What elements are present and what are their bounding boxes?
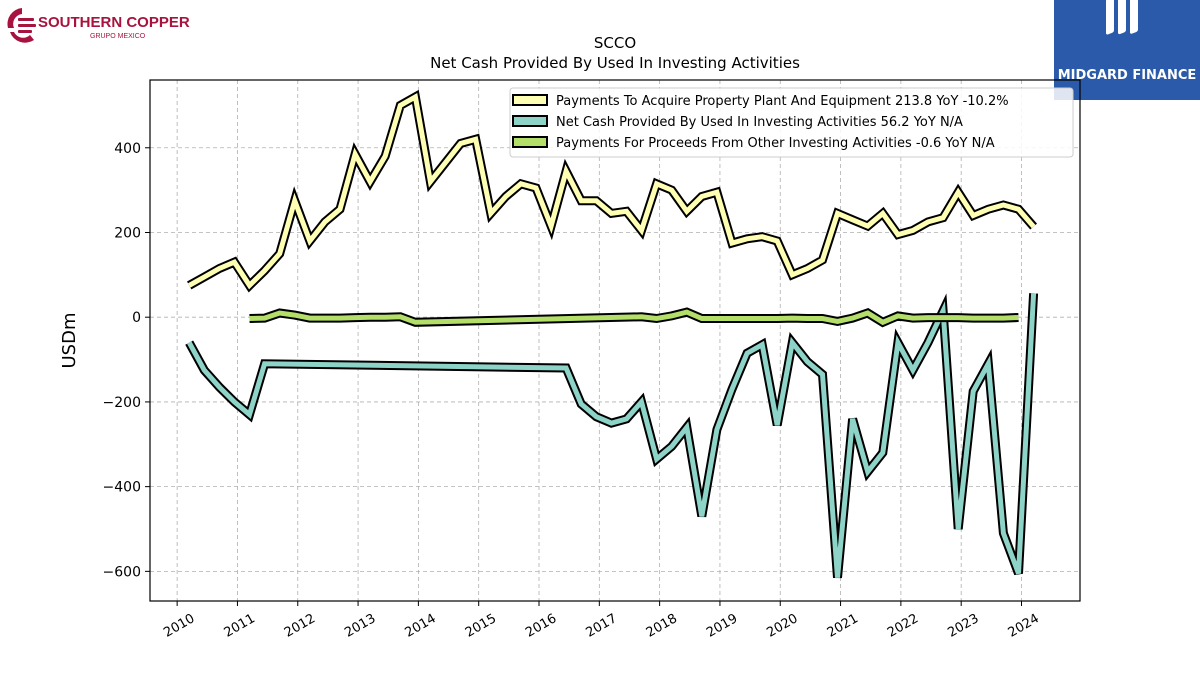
plot-frame xyxy=(149,79,1081,602)
series-2-line xyxy=(187,293,1037,578)
x-tick-label: 2021 xyxy=(825,611,861,641)
series-3 xyxy=(249,307,1019,328)
x-tick-label: 2018 xyxy=(644,611,680,641)
y-tick-label: −200 xyxy=(103,395,141,411)
y-tick-label: −600 xyxy=(103,564,141,580)
legend-item: Payments To Acquire Property Plant And E… xyxy=(512,94,1009,109)
x-tick-label: 2011 xyxy=(222,611,258,641)
series-1-line xyxy=(187,92,1036,290)
southern-copper-logo: SOUTHERN COPPER GRUPO MEXICO xyxy=(4,6,194,46)
x-tick-label: 2015 xyxy=(463,611,499,641)
y-tick-label: 200 xyxy=(114,225,141,241)
legend-swatch xyxy=(512,94,548,106)
series-3-line xyxy=(249,309,1019,326)
legend-item: Payments For Proceeds From Other Investi… xyxy=(512,136,995,151)
x-tick-label: 2024 xyxy=(1006,611,1042,641)
x-tick-label: 2014 xyxy=(403,611,439,641)
legend-swatch xyxy=(512,115,548,127)
x-tick-label: 2017 xyxy=(583,611,619,641)
legend-label: Net Cash Provided By Used In Investing A… xyxy=(556,115,963,130)
logo-right-name: MIDGARD FINANCE xyxy=(1057,68,1197,83)
legend: Payments To Acquire Property Plant And E… xyxy=(509,87,1074,158)
x-tick-label: 2010 xyxy=(161,611,197,641)
y-tick-label: 0 xyxy=(132,310,141,326)
grid-lines xyxy=(150,80,1080,601)
southern-copper-mark: SOUTHERN COPPER GRUPO MEXICO xyxy=(7,8,190,43)
legend-label: Payments For Proceeds From Other Investi… xyxy=(556,136,995,151)
x-tick-label: 2013 xyxy=(342,611,378,641)
legend-item: Net Cash Provided By Used In Investing A… xyxy=(512,115,963,130)
series-2-outline xyxy=(185,293,1039,579)
x-tick-label: 2023 xyxy=(945,611,981,641)
chart-title: SCCO xyxy=(594,34,636,52)
series-1 xyxy=(187,89,1037,293)
midgard-mark-icon xyxy=(1106,0,1138,35)
logo-left-name: SOUTHERN COPPER xyxy=(38,14,190,31)
x-tick-label: 2022 xyxy=(885,611,921,641)
x-tick-label: 2012 xyxy=(282,611,318,641)
x-tick-label: 2019 xyxy=(704,611,740,641)
series-layer xyxy=(185,89,1039,579)
chart-subtitle: Net Cash Provided By Used In Investing A… xyxy=(430,54,800,72)
y-tick-label: −400 xyxy=(103,480,141,496)
y-tick-label: 400 xyxy=(114,141,141,157)
legend-swatch xyxy=(512,136,548,148)
midgard-finance-logo: MIDGARD FINANCE xyxy=(1054,0,1200,100)
legend-label: Payments To Acquire Property Plant And E… xyxy=(556,94,1009,109)
logo-left-sub: GRUPO MEXICO xyxy=(90,33,146,40)
series-2 xyxy=(185,293,1039,579)
y-axis-label: USDm xyxy=(59,313,80,369)
legend-box xyxy=(509,87,1074,158)
x-tick-label: 2020 xyxy=(764,611,800,641)
x-tick-label: 2016 xyxy=(523,611,559,641)
